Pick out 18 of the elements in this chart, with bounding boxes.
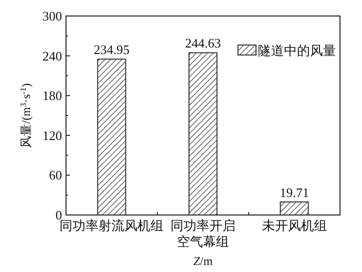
y-tick-label: 0	[56, 208, 62, 222]
y-tick-label: 240	[42, 48, 62, 64]
x-tick-label: 同功率射流风机组	[60, 218, 164, 233]
bar	[280, 201, 309, 216]
legend: 隧道中的风量	[238, 43, 336, 58]
y-tick-label: 60	[49, 168, 62, 183]
y-tick-label: 300	[42, 8, 62, 24]
bar	[97, 58, 126, 216]
data-label: 19.71	[280, 184, 309, 200]
bar	[188, 52, 218, 216]
x-axis-title: Z/m	[193, 254, 214, 268]
y-tick-label: 120	[42, 128, 62, 143]
x-tick-label: 同功率开启空气幕组	[170, 218, 236, 249]
data-label: 234.95	[94, 42, 130, 58]
data-label: 244.63	[185, 36, 221, 51]
y-tick-label: 180	[42, 88, 62, 104]
legend-label: 隧道中的风量	[258, 43, 336, 58]
x-tick-label: 未开风机组	[262, 218, 327, 233]
